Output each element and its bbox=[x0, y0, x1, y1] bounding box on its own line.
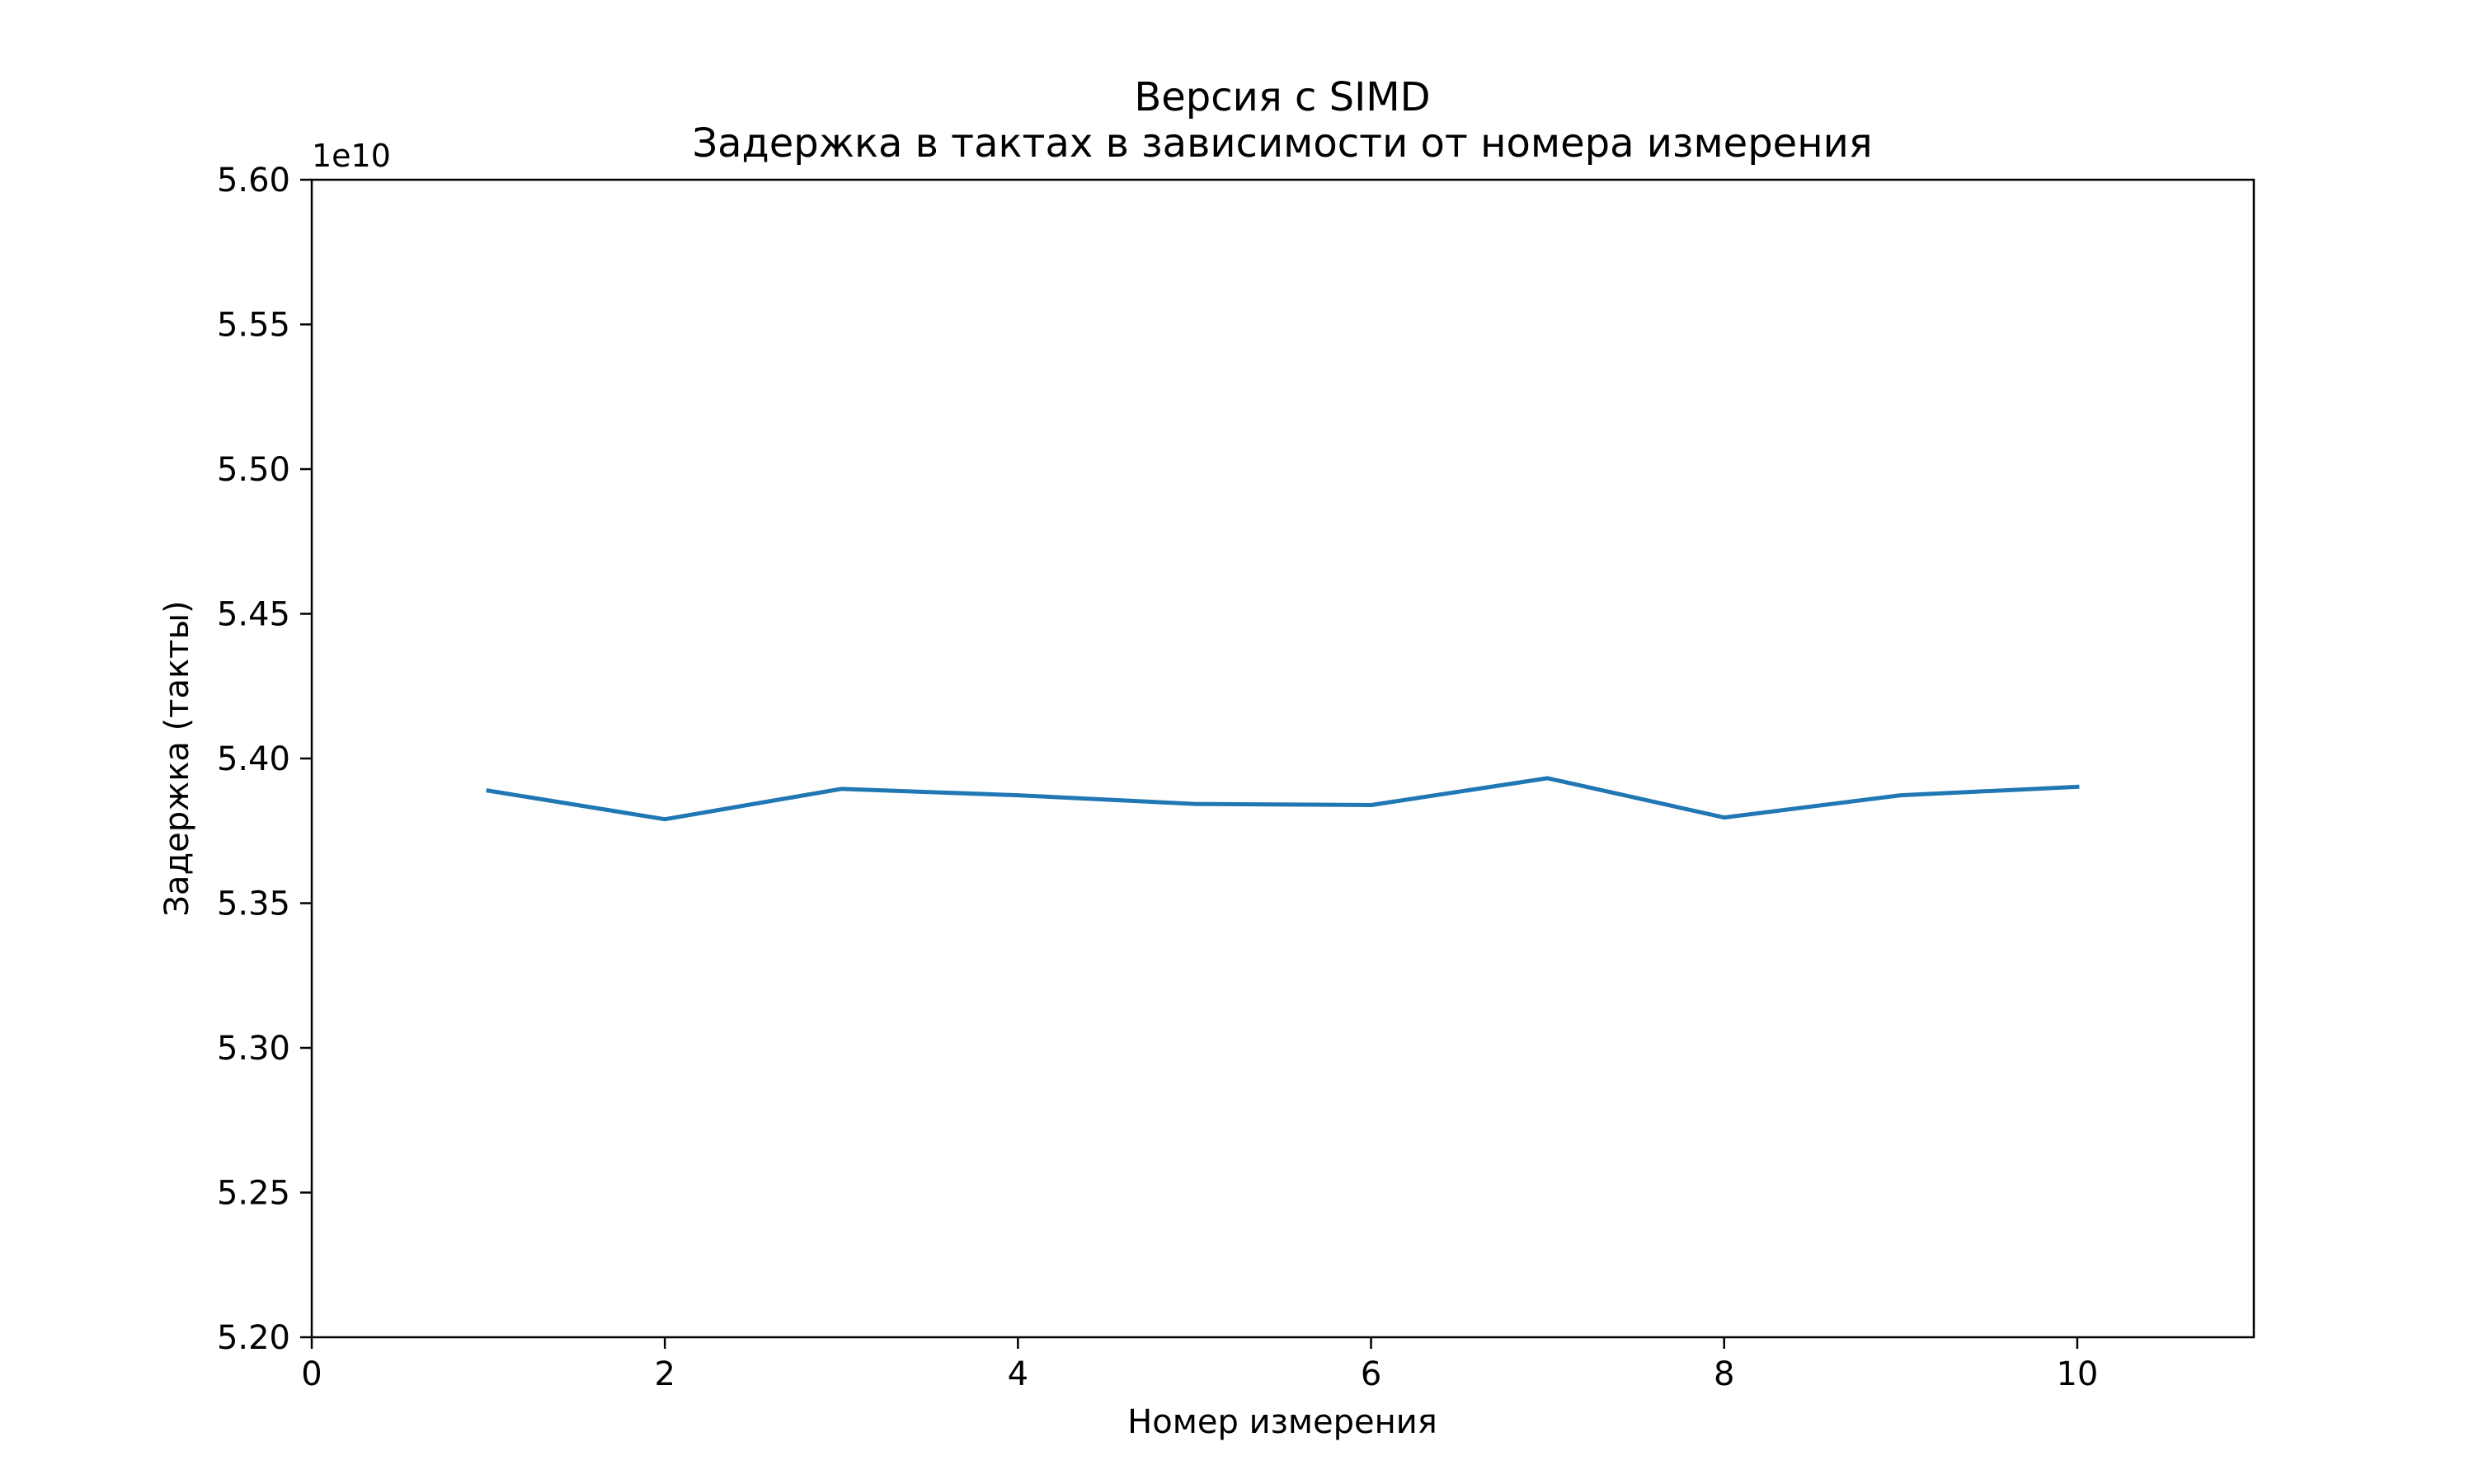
y-tick-label: 5.25 bbox=[217, 1175, 290, 1213]
y-tick-label: 5.45 bbox=[217, 596, 290, 634]
chart-subtitle: Задержка в тактах в зависимости от номер… bbox=[692, 120, 1872, 167]
x-tick-label: 2 bbox=[654, 1355, 675, 1393]
x-axis-label: Номер измерения bbox=[1127, 1403, 1437, 1441]
x-tick-label: 10 bbox=[2056, 1355, 2098, 1393]
plot-series bbox=[486, 776, 2080, 822]
y-tick-label: 5.40 bbox=[217, 740, 290, 778]
y-tick-label: 5.50 bbox=[217, 451, 290, 489]
y-tick-label: 5.60 bbox=[217, 162, 290, 200]
y-axis-offset-label: 1e10 bbox=[312, 138, 391, 174]
series-line bbox=[486, 776, 2080, 822]
plot-area-frame bbox=[310, 178, 2255, 1339]
y-tick-label: 5.35 bbox=[217, 885, 290, 923]
y-axis: 5.20 5.25 5.30 5.35 5.40 5.45 5.50 5.55 5.60 bbox=[217, 162, 312, 1357]
y-tick-label: 5.55 bbox=[217, 307, 290, 345]
x-tick-label: 8 bbox=[1714, 1355, 1734, 1393]
y-tick-label: 5.30 bbox=[217, 1030, 290, 1068]
y-axis-label: Задержка (такты) bbox=[158, 600, 196, 916]
x-tick-label: 0 bbox=[301, 1355, 322, 1393]
chart-title: Версия с SIMD bbox=[1134, 74, 1430, 120]
y-tick-label: 5.20 bbox=[217, 1319, 290, 1357]
x-tick-label: 4 bbox=[1008, 1355, 1028, 1393]
x-tick-label: 6 bbox=[1361, 1355, 1381, 1393]
x-axis: 0 2 4 6 8 10 bbox=[301, 1337, 2098, 1393]
